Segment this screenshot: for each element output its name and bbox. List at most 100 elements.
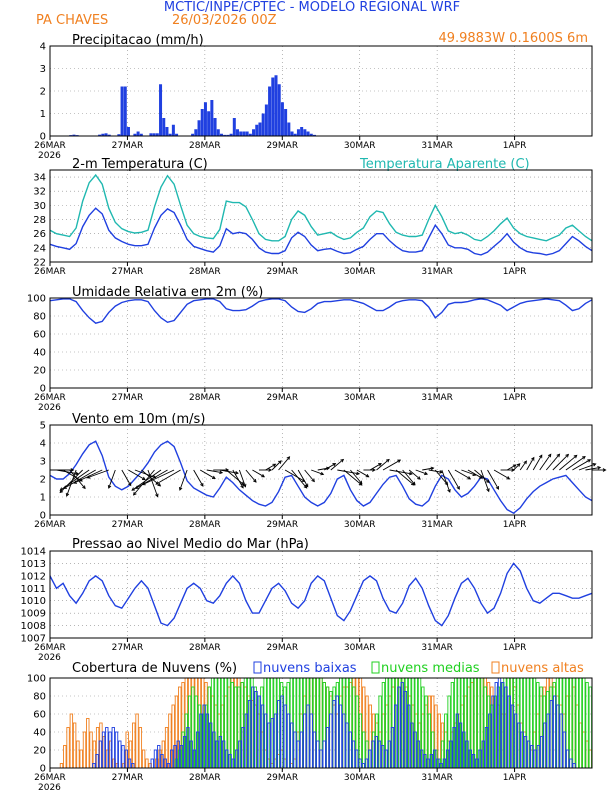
- cloud-bar: [345, 722, 349, 769]
- wind-arrow: [559, 455, 578, 471]
- pressure-xtick-label: 29MAR: [266, 643, 298, 653]
- temp-ytick-label: 24: [33, 243, 46, 254]
- pressure-xtick-label: 31MAR: [421, 643, 453, 653]
- cloud-bar: [338, 704, 343, 769]
- wind-arrow-head: [516, 463, 521, 467]
- pressure-ytick-label: 1007: [21, 634, 46, 645]
- wind-arrow: [245, 469, 257, 483]
- precip-xtick-label: 27MAR: [112, 141, 144, 151]
- wind-arrow-head: [479, 475, 483, 479]
- wind-arrow-head: [565, 453, 570, 458]
- cloud-bar: [92, 763, 96, 769]
- wind-arrow-head: [278, 460, 282, 464]
- wind-arrow: [297, 469, 309, 487]
- precip-bar: [197, 120, 201, 136]
- wind-xtick-label: 29MAR: [266, 520, 298, 530]
- wind-arrow-head: [378, 463, 382, 467]
- cloud-bar: [257, 695, 262, 769]
- cloud-bar: [277, 700, 281, 769]
- wind-arrow-head: [86, 475, 91, 479]
- wind-ytick-label: 2: [40, 475, 46, 486]
- cloud-bar: [543, 722, 547, 769]
- pressure-ytick-label: 1013: [21, 559, 46, 570]
- wind-arrow-head: [495, 486, 499, 490]
- wind-arrow-head: [311, 478, 315, 483]
- precip-bar: [229, 133, 233, 136]
- wind-arrow-head: [447, 488, 451, 493]
- wind-arrow: [369, 463, 382, 471]
- clouds-year-label: 2026: [38, 783, 61, 792]
- wind-arrow-head: [602, 468, 607, 472]
- wind-arrow: [376, 459, 390, 471]
- wind-arrow-head: [597, 466, 602, 470]
- cloud-bar: [536, 745, 541, 769]
- wind-arrow-head: [157, 482, 162, 487]
- precip-bar: [242, 131, 246, 136]
- cloud-bar: [380, 745, 385, 769]
- wind-arrow-head: [219, 470, 224, 475]
- wind-arrow: [422, 467, 434, 471]
- wind-arrow: [539, 454, 552, 471]
- wind-xtick-label: 27MAR: [112, 520, 144, 530]
- cloud-bar: [72, 722, 77, 769]
- wind-arrow-head: [592, 463, 597, 467]
- cloud-bar: [66, 727, 70, 769]
- precip-ytick-label: 1: [40, 109, 46, 120]
- wind-arrow-head: [272, 463, 277, 468]
- wind-arrow: [572, 459, 591, 471]
- wind-arrow-head: [59, 487, 64, 491]
- precip-bar: [155, 133, 159, 136]
- wind-arrow-head: [200, 483, 204, 487]
- cloud-bar: [79, 749, 83, 769]
- pressure-title: Pressao ao Nivel Medio do Mar (hPa): [72, 537, 309, 552]
- wind-arrow-head: [486, 488, 490, 493]
- wind-xtick-label: 26MAR: [34, 520, 66, 530]
- clouds-xtick-label: 26MAR: [34, 773, 66, 783]
- header-location: PA CHAVES: [36, 13, 108, 28]
- wind-ytick-label: 4: [40, 439, 46, 450]
- wind-arrow: [434, 469, 448, 485]
- wind-arrow-head: [107, 485, 112, 489]
- wind-arrow-head: [235, 470, 239, 475]
- wind-arrow: [578, 463, 596, 471]
- precip-bar: [104, 133, 108, 136]
- wind-arrow-head: [326, 466, 330, 471]
- pressure-xtick-label: 1APR: [503, 643, 527, 653]
- precip-bar: [165, 127, 169, 136]
- pressure-frame: [49, 550, 593, 639]
- rh-panel: 0 20 40 60 80 100 26MAR 27MAR 28MAR 29MAR 30MAR 31M…: [27, 294, 593, 413]
- wind-arrow-head: [531, 456, 535, 461]
- precip-xtick-label: 1APR: [503, 141, 527, 151]
- wind-arrow-head: [538, 454, 543, 459]
- precip-bar: [226, 134, 230, 136]
- precip-year-label: 2026: [38, 151, 61, 161]
- cloud-bar: [540, 736, 544, 769]
- wind-arrow-head: [439, 470, 444, 474]
- wind-ytick-label: 0: [40, 511, 46, 522]
- rh-year-label: 2026: [38, 403, 61, 413]
- precip-bar: [191, 133, 195, 136]
- wind-arrow-head: [134, 485, 139, 489]
- legend-label-high: nuvens altas: [501, 661, 584, 676]
- wind-arrow-head: [320, 471, 325, 476]
- precip-bar: [236, 129, 240, 136]
- precip-bar: [248, 133, 252, 136]
- temp-frame: [49, 169, 593, 263]
- pressure-xtick-label: 28MAR: [189, 643, 221, 653]
- cloud-bar: [293, 731, 297, 769]
- wind-arrow: [238, 469, 246, 487]
- legend-swatch-mid: [371, 661, 380, 674]
- cloud-bar: [95, 754, 99, 769]
- precip-bar: [274, 75, 278, 136]
- precip-bar: [303, 129, 307, 136]
- wind-arrow: [461, 469, 476, 476]
- cloud-bar: [150, 758, 154, 769]
- precip-bar: [258, 122, 262, 136]
- wind-arrow: [585, 466, 601, 471]
- precip-ytick-label: 0: [40, 132, 46, 143]
- wind-arrow: [284, 469, 305, 482]
- precip-bar: [101, 133, 105, 136]
- cloud-bar: [377, 740, 382, 769]
